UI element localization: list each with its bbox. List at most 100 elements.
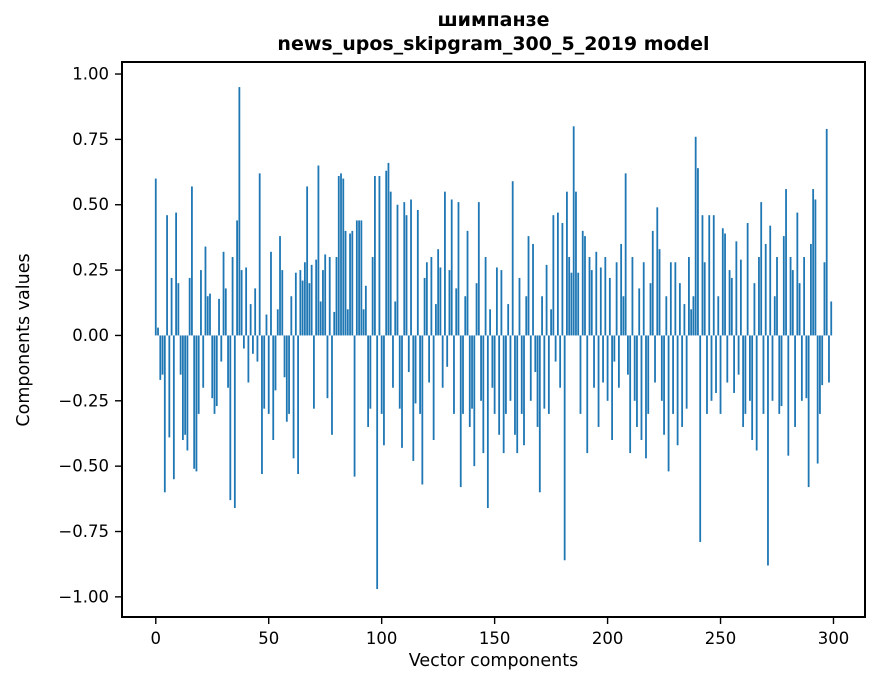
x-axis-label: Vector components	[408, 651, 579, 671]
bar	[197, 335, 200, 414]
bar	[658, 249, 661, 336]
bar	[380, 335, 383, 414]
bar	[647, 335, 650, 414]
bar	[776, 257, 778, 336]
bar	[428, 335, 431, 383]
bar	[172, 335, 175, 480]
bar	[326, 335, 329, 399]
bar	[358, 220, 360, 336]
bar	[362, 309, 365, 336]
bar	[586, 335, 589, 454]
y-tick-label: −0.50	[58, 457, 109, 476]
bar	[561, 223, 564, 336]
bar	[507, 304, 510, 336]
bar	[306, 186, 309, 336]
bar	[556, 212, 559, 336]
bar	[624, 173, 627, 336]
bar	[378, 175, 381, 336]
bar	[335, 257, 338, 336]
bar	[758, 257, 760, 336]
bar	[294, 272, 297, 336]
bar	[577, 272, 580, 336]
bar	[337, 175, 340, 336]
bar	[767, 335, 769, 566]
bar	[292, 335, 295, 459]
bar	[272, 335, 275, 441]
bar	[773, 296, 776, 336]
bar	[419, 335, 421, 414]
bar	[285, 335, 288, 422]
bar	[685, 335, 688, 409]
bar	[374, 175, 376, 336]
bar	[297, 335, 299, 474]
bar	[694, 136, 697, 336]
bar	[220, 335, 223, 362]
bar	[782, 236, 785, 336]
bar	[538, 335, 541, 493]
bar	[608, 277, 611, 336]
bar	[726, 335, 729, 383]
bar	[290, 296, 293, 336]
bar	[599, 267, 602, 336]
bar	[810, 243, 812, 336]
bar	[233, 335, 236, 508]
bar	[629, 335, 632, 454]
bar	[376, 335, 379, 590]
bar	[787, 335, 790, 456]
bar	[396, 204, 399, 336]
bar	[604, 257, 607, 336]
bar	[523, 335, 525, 446]
bar	[360, 220, 363, 336]
bar	[595, 251, 598, 336]
bar	[355, 220, 358, 336]
bar	[593, 335, 595, 388]
bar	[430, 257, 433, 336]
bar	[317, 165, 320, 336]
bar	[229, 335, 232, 501]
bar	[563, 335, 566, 561]
bar	[342, 178, 345, 336]
bar	[493, 335, 496, 414]
bar	[425, 262, 428, 336]
bar	[371, 257, 374, 336]
bar	[303, 262, 306, 336]
y-tick-label: −0.75	[58, 522, 109, 541]
bar	[638, 288, 641, 336]
bar	[602, 335, 604, 383]
bar	[706, 335, 708, 414]
bar	[184, 335, 187, 435]
bar	[403, 202, 406, 336]
x-tick-label: 300	[818, 629, 850, 648]
bar	[369, 335, 372, 409]
bar	[547, 335, 550, 414]
bar	[590, 270, 593, 336]
bar	[405, 215, 408, 336]
bar	[249, 304, 252, 336]
bar	[803, 257, 806, 336]
bar	[735, 241, 738, 336]
bar	[771, 335, 774, 401]
bar	[421, 335, 424, 485]
bar	[319, 301, 322, 336]
bar	[509, 335, 512, 401]
bar	[163, 335, 166, 493]
bar	[739, 259, 742, 336]
bar	[622, 296, 625, 336]
bar	[579, 335, 582, 414]
bar	[755, 335, 758, 451]
bar	[227, 335, 229, 388]
bar	[660, 335, 663, 401]
bar	[477, 202, 480, 336]
bar	[656, 207, 659, 336]
bar	[532, 243, 534, 336]
bar	[209, 293, 211, 336]
bar	[252, 335, 254, 354]
chart-title: шимпанзе news_upos_skipgram_300_5_2019 m…	[122, 8, 865, 56]
bar	[581, 230, 584, 336]
y-tick-label: 0.75	[72, 130, 109, 149]
bar	[749, 335, 751, 401]
bar	[315, 259, 318, 336]
bar	[733, 335, 735, 393]
bar	[676, 335, 679, 446]
bar	[202, 335, 205, 388]
